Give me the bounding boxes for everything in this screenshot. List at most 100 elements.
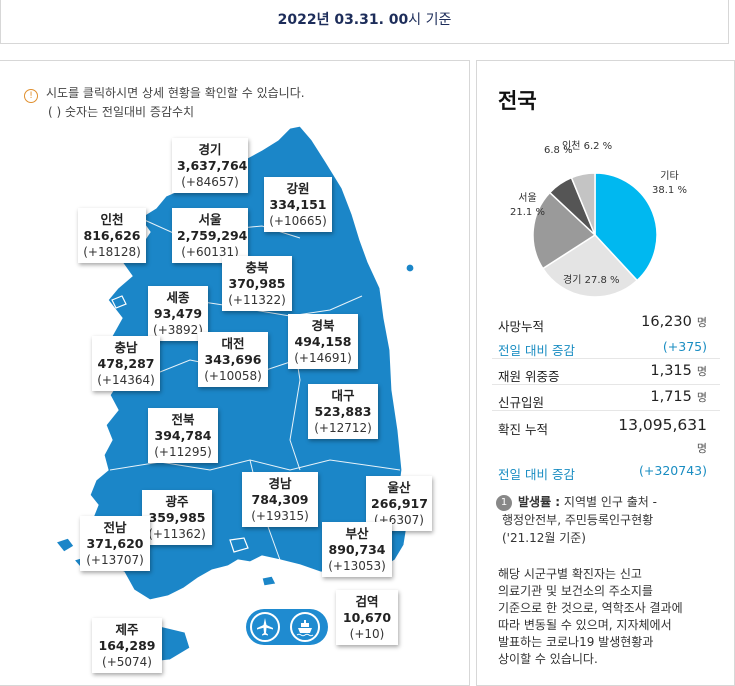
region-count: 890,734 [328, 542, 386, 557]
region-name: 경기 [198, 142, 222, 157]
region-count: 359,985 [148, 510, 206, 525]
region-label-daejeon[interactable]: 대전 343,696 (+10058) [198, 332, 268, 387]
pie-label-incheon-b: 인천 6.2 % [562, 140, 612, 154]
region-label-gyeongbuk[interactable]: 경북 494,158 (+14691) [288, 314, 358, 369]
severe-label: 재원 위중증 [498, 369, 560, 384]
new-admission-number: 1,715 [650, 389, 692, 405]
pie-slice-2 [532, 191, 597, 270]
region-label-busan[interactable]: 부산 890,734 (+13053) [322, 522, 392, 577]
region-count: 394,784 [154, 428, 212, 443]
region-label-gwangju[interactable]: 광주 359,985 (+11362) [142, 490, 212, 545]
region-count: 478,287 [97, 356, 155, 371]
region-delta: (+18128) [83, 245, 141, 259]
pie-label-seoul: 서울 21.1 % [510, 192, 545, 220]
pie-slice-0 [594, 172, 658, 282]
note-text-2: 행정안전부, 주민등록인구현황 [502, 513, 654, 527]
deaths-label: 사망누적 [498, 319, 545, 334]
note-text-3: ('21.12월 기준) [502, 531, 586, 545]
pie-slice-4 [570, 172, 596, 236]
region-label-seoul[interactable]: 서울 2,759,294 (+60131) [172, 208, 248, 263]
region-label-jeonnam[interactable]: 전남 371,620 (+13707) [80, 516, 150, 571]
region-label-sejong[interactable]: 세종 93,479 (+3892) [148, 286, 208, 341]
pie-label-pct: 27.8 % [584, 275, 620, 286]
disclaimer-line: 발표하는 코로나19 발생현황과 [498, 635, 654, 649]
disclaimer-line: 의료기관 및 보건소의 주소지를 [498, 584, 653, 598]
note-title: 발생률 : [518, 495, 561, 509]
region-label-gangwon[interactable]: 강원 334,151 (+10665) [264, 177, 332, 232]
region-name: 광주 [165, 494, 189, 509]
airplane-icon[interactable] [250, 612, 280, 642]
region-label-jeonbuk[interactable]: 전북 394,784 (+11295) [148, 408, 218, 463]
date-header-suffix: 시 기준 [408, 12, 452, 28]
region-delta: (+13707) [86, 553, 144, 567]
region-delta: (+84657) [181, 175, 239, 189]
region-name: 인천 [100, 212, 124, 227]
confirmed-delta: (+320743) [639, 463, 707, 478]
region-count: 784,309 [251, 492, 309, 507]
region-count: 343,696 [204, 352, 262, 367]
region-name: 제주 [115, 622, 139, 637]
region-label-quarantine[interactable]: 검역 10,670 (+10) [336, 590, 398, 645]
region-count: 3,637,764 [177, 158, 248, 173]
region-delta: (+11362) [148, 527, 206, 541]
region-label-daegu[interactable]: 대구 523,883 (+12712) [308, 384, 378, 439]
region-count: 371,620 [86, 536, 144, 551]
region-delta: (+10665) [269, 214, 327, 228]
disclaimer-text: 해당 시군구별 확진자는 신고 의료기관 및 보건소의 주소지를 기준으로 한 … [498, 566, 728, 668]
pie-label-gita: 기타 38.1 % [652, 170, 687, 198]
deaths-number: 16,230 [641, 314, 692, 330]
pie-label-pct: 38.1 % [652, 185, 687, 196]
new-admission-unit: 명 [696, 391, 707, 404]
severe-unit: 명 [696, 365, 707, 378]
incidence-note: 1 발생률 : 지역별 인구 출처 - 행정안전부, 주민등록인구현황 ('21.… [496, 493, 721, 547]
region-delta: (+14691) [294, 351, 352, 365]
confirmed-delta-label: 전일 대비 증감 [498, 467, 575, 482]
region-delta: (+10058) [204, 369, 262, 383]
region-label-incheon[interactable]: 인천 816,626 (+18128) [78, 208, 146, 263]
region-name: 대구 [331, 388, 355, 403]
new-admission-label: 신규입원 [498, 395, 545, 410]
quarantine-transport-toggle[interactable] [246, 609, 328, 645]
deaths-delta-label: 전일 대비 증감 [498, 343, 575, 358]
divider [492, 358, 720, 359]
region-name: 울산 [387, 480, 411, 495]
confirmed-label: 확진 누적 [498, 422, 548, 437]
ship-icon[interactable] [290, 612, 320, 642]
region-delta: (+13053) [328, 559, 386, 573]
region-label-gyeonggi[interactable]: 경기 3,637,764 (+84657) [172, 138, 248, 193]
region-delta: (+12712) [314, 421, 372, 435]
pie-label-pct: 6.8 % [544, 145, 573, 156]
ulleung-dot [405, 263, 415, 273]
region-label-gyeongnam[interactable]: 경남 784,309 (+19315) [242, 472, 318, 527]
map-instructions: ! 시도를 클릭하시면 상세 현황을 확인할 수 있습니다. ( ) 숫자는 전일… [24, 84, 305, 122]
island-3 [229, 537, 249, 553]
region-label-jeju[interactable]: 제주 164,289 (+5074) [92, 618, 162, 673]
region-label-chungbuk[interactable]: 충북 370,985 (+11322) [222, 256, 292, 311]
region-delta: (+14364) [97, 373, 155, 387]
island-1 [54, 537, 75, 553]
date-header: 2022년 03.31. 00시 기준 [0, 0, 729, 44]
region-name: 검역 [355, 594, 379, 609]
pie-label-name: 기타 [660, 171, 679, 182]
pie-label-name: 인천 [562, 141, 581, 152]
region-name: 경북 [311, 318, 335, 333]
region-count: 816,626 [83, 228, 141, 243]
pie-label-name: 경기 [563, 275, 582, 286]
region-name: 세종 [166, 290, 190, 305]
region-count: 334,151 [269, 197, 327, 212]
pie-label-name: 서울 [518, 193, 537, 204]
region-label-chungnam[interactable]: 충남 478,287 (+14364) [92, 336, 160, 391]
region-delta: (+5074) [102, 655, 152, 669]
island-5 [111, 295, 127, 309]
info-text: 시도를 클릭하시면 상세 현황을 확인할 수 있습니다. [46, 86, 305, 100]
region-count: 370,985 [228, 276, 286, 291]
region-name: 전남 [103, 520, 127, 535]
confirmed-value: 13,095,631 [618, 416, 707, 434]
note-text-1: 지역별 인구 출처 - [560, 495, 657, 509]
disclaimer-line: 상이할 수 있습니다. [498, 652, 598, 666]
region-delta: (+11322) [228, 293, 286, 307]
date-header-date: 2022년 03.31. 00 [277, 12, 409, 28]
info-icon: ! [24, 89, 38, 103]
island-4 [261, 575, 277, 587]
region-count: 10,670 [342, 610, 392, 625]
